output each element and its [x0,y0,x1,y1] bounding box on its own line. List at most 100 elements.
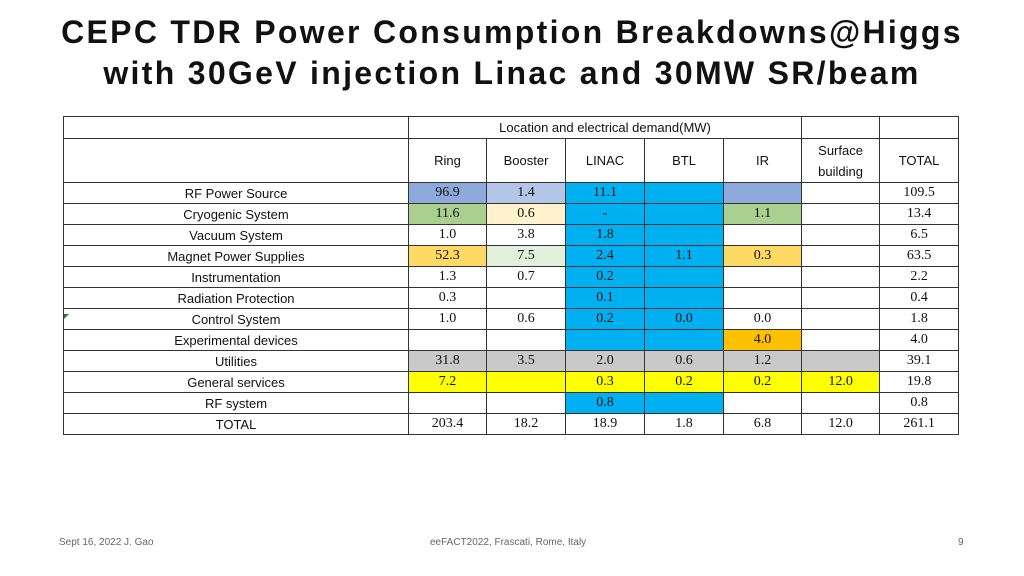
slide-title-line1: CEPC TDR Power Consumption Breakdowns@Hi… [61,14,963,50]
cell-linac: 2.4 [565,245,645,267]
row-label: RF Power Source [63,182,409,204]
column-header-btl: BTL [644,138,724,183]
cell-btl: 1.8 [644,413,724,435]
cell-linac: 0.1 [565,287,645,309]
cell-total: 63.5 [879,245,960,267]
table-row-total: TOTAL 203.4 18.2 18.9 1.8 6.8 12.0 261.1 [63,413,960,435]
cell-ir: 4.0 [722,329,803,351]
cell-total: 19.8 [879,371,960,393]
cell-surface: 12.0 [801,413,881,435]
row-label: Vacuum System [63,224,409,246]
cell-ring: 31.8 [408,350,487,372]
table-header-blank [801,116,881,139]
table-row-rf-system: RF system 0.8 0.8 [63,392,960,414]
row-label: RF system [63,392,409,414]
slide-title-line2: with 30GeV injection Linac and 30MW SR/b… [103,55,921,91]
cell-btl: 0.2 [644,371,724,393]
cell-surface [801,182,881,204]
cell-ring: 0.3 [408,287,487,309]
cell-ring: 11.6 [408,203,487,225]
cell-ir [722,392,803,414]
table-row-control-system: Control System 1.0 0.6 0.2 0.0 0.0 1.8 [63,308,960,330]
cell-booster: 0.7 [486,266,566,288]
cell-linac: 0.3 [565,371,645,393]
cell-booster: 3.5 [486,350,566,372]
cell-ring: 1.3 [408,266,487,288]
cell-total: 109.5 [879,182,960,204]
column-header-linac: LINAC [565,138,645,183]
row-label: Experimental devices [63,329,409,351]
cell-booster: 18.2 [486,413,566,435]
cell-total: 13.4 [879,203,960,225]
cell-btl [644,266,724,288]
cell-ir: 0.2 [722,371,803,393]
row-label: Radiation Protection [63,287,409,309]
footer-date-author: Sept 16, 2022 J. Gao [59,537,154,548]
cell-linac: 0.8 [565,392,645,414]
cell-surface: 12.0 [801,371,881,393]
cell-surface [801,287,881,309]
cell-linac: 11.1 [565,182,645,204]
cell-ir [722,182,803,204]
cell-ir: 0.0 [722,308,803,330]
table-row-utilities: Utilities 31.8 3.5 2.0 0.6 1.2 39.1 [63,350,960,372]
cell-total: 1.8 [879,308,960,330]
cell-total: 39.1 [879,350,960,372]
row-label: Instrumentation [63,266,409,288]
cell-surface [801,266,881,288]
cell-btl [644,287,724,309]
row-label: Utilities [63,350,409,372]
cell-btl: 0.6 [644,350,724,372]
cell-total: 0.8 [879,392,960,414]
cell-booster [486,287,566,309]
cell-btl [644,329,724,351]
cell-total: 6.5 [879,224,960,246]
cell-btl [644,182,724,204]
cell-ir [722,266,803,288]
column-header-total: TOTAL [879,138,960,183]
row-label: TOTAL [63,413,409,435]
cell-btl [644,392,724,414]
table-column-header-row: Ring Booster LINAC BTL IR Surface buildin… [63,138,960,183]
table-corner-cell [63,116,409,139]
cell-booster: 1.4 [486,182,566,204]
cell-ir [722,224,803,246]
cell-ring: 96.9 [408,182,487,204]
cell-ring: 1.0 [408,224,487,246]
cell-ir [722,287,803,309]
table-row-radiation-protection: Radiation Protection 0.3 0.1 0.4 [63,287,960,309]
cell-total: 2.2 [879,266,960,288]
column-header-surface-building: Surface building [801,138,881,183]
cell-ir: 1.2 [722,350,803,372]
column-header-ring: Ring [408,138,487,183]
row-label: Magnet Power Supplies [63,245,409,267]
table-row-rf-power-source: RF Power Source 96.9 1.4 11.1 109.5 [63,182,960,204]
table-row-vacuum-system: Vacuum System 1.0 3.8 1.8 6.5 [63,224,960,246]
cell-surface [801,350,881,372]
table-row-experimental-devices: Experimental devices 4.0 4.0 [63,329,960,351]
cell-total: 261.1 [879,413,960,435]
cell-linac: 18.9 [565,413,645,435]
cell-ir: 0.3 [722,245,803,267]
row-label: Control System [63,308,409,330]
power-consumption-table: Location and electrical demand(MW) Ring … [63,116,960,435]
table-row-instrumentation: Instrumentation 1.3 0.7 0.2 2.2 [63,266,960,288]
cell-linac: 1.8 [565,224,645,246]
cell-surface [801,329,881,351]
cell-surface [801,203,881,225]
cell-ir: 1.1 [722,203,803,225]
table-header-blank [879,116,960,139]
cell-total: 0.4 [879,287,960,309]
cell-surface [801,224,881,246]
cell-surface [801,308,881,330]
table-group-header-row: Location and electrical demand(MW) [63,116,960,139]
table-row-general-services: General services 7.2 0.3 0.2 0.2 12.0 19… [63,371,960,393]
cell-booster: 0.6 [486,308,566,330]
cell-surface [801,392,881,414]
cell-ring: 1.0 [408,308,487,330]
row-label: General services [63,371,409,393]
cell-ir: 6.8 [722,413,803,435]
cell-ring: 7.2 [408,371,487,393]
column-header-booster: Booster [486,138,566,183]
footer-page-number: 9 [958,537,964,548]
